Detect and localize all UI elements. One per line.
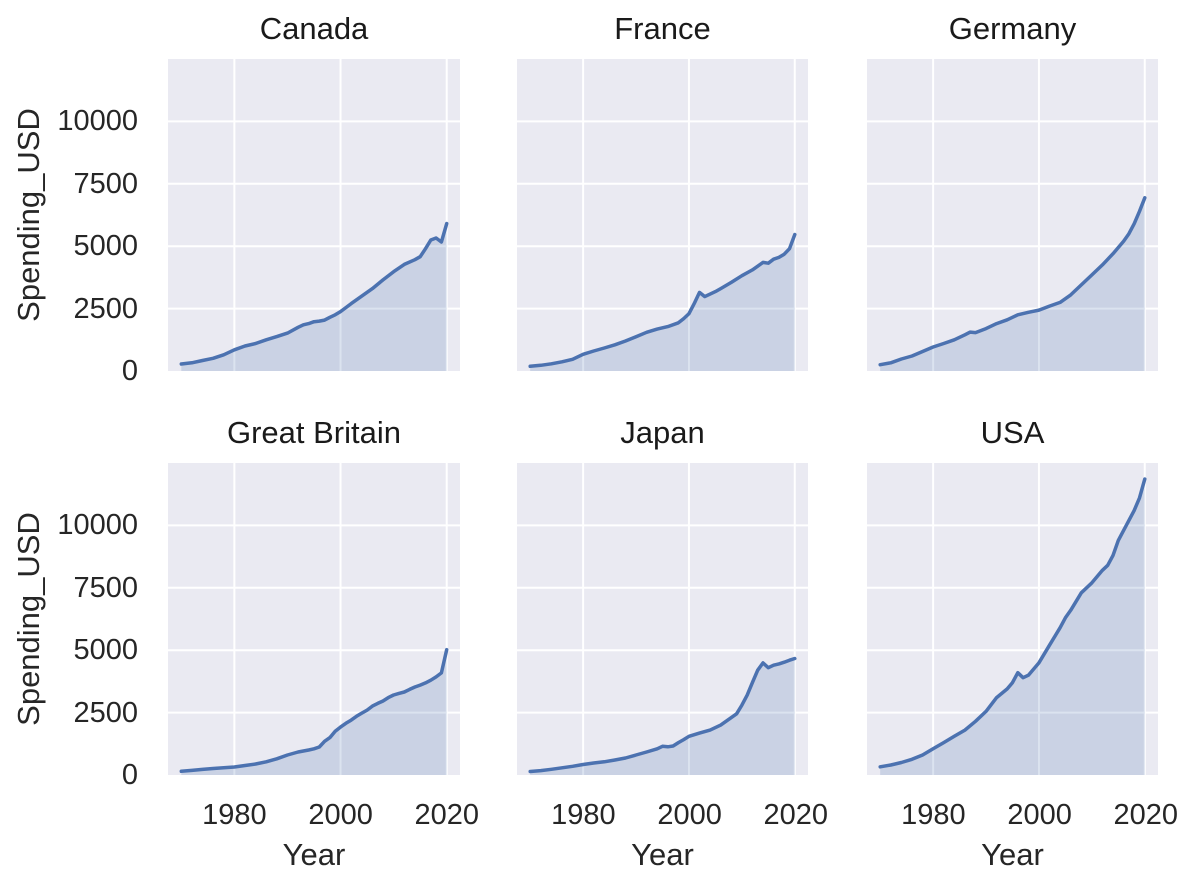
subplot-title-germany: Germany <box>948 11 1077 46</box>
subplot-france <box>517 59 808 371</box>
japan-area-chart <box>517 463 808 775</box>
y-tick-label: 0 <box>121 759 138 791</box>
x-tick-label: 2020 <box>763 799 829 831</box>
x-tick-label: 2000 <box>1007 799 1072 831</box>
y-tick-label: 7500 <box>73 571 138 604</box>
x-axis-label: Year <box>282 837 346 872</box>
x-axis-label: Year <box>981 837 1044 872</box>
usa-area-chart <box>867 463 1158 775</box>
subplot-germany <box>867 59 1158 371</box>
canada-area-chart <box>168 59 460 371</box>
subplot-title-great-britain: Great Britain <box>226 415 401 450</box>
subplot-canada <box>168 59 460 371</box>
y-axis-label: Spending_USD <box>11 512 46 726</box>
great-britain-area-chart <box>168 463 460 775</box>
y-axis-label: Spending_USD <box>11 108 46 322</box>
subplot-title-japan: Japan <box>620 415 705 450</box>
y-tick-label: 5000 <box>73 634 138 667</box>
subplot-japan <box>517 463 808 775</box>
subplot-great-britain <box>168 463 460 775</box>
y-tick-label: 10000 <box>57 105 138 138</box>
subplot-title-france: France <box>614 11 711 46</box>
subplot-title-canada: Canada <box>259 11 369 46</box>
x-tick-label: 2020 <box>1113 799 1179 831</box>
y-tick-label: 7500 <box>73 167 138 200</box>
subplot-title-usa: USA <box>980 415 1045 450</box>
x-axis-label: Year <box>631 837 694 872</box>
subplot-usa <box>867 463 1158 775</box>
x-tick-label: 1980 <box>202 799 267 831</box>
y-tick-label: 10000 <box>57 509 138 542</box>
y-tick-label: 5000 <box>73 230 138 263</box>
y-tick-label: 2500 <box>73 292 138 325</box>
y-tick-label: 2500 <box>73 696 138 729</box>
x-tick-label: 1980 <box>551 799 616 831</box>
y-tick-label: 0 <box>121 355 138 387</box>
x-tick-label: 2020 <box>414 799 480 831</box>
x-tick-label: 2000 <box>657 799 722 831</box>
france-area-chart <box>517 59 808 371</box>
germany-area-chart <box>867 59 1158 371</box>
x-tick-label: 2000 <box>308 799 373 831</box>
x-tick-label: 1980 <box>901 799 966 831</box>
